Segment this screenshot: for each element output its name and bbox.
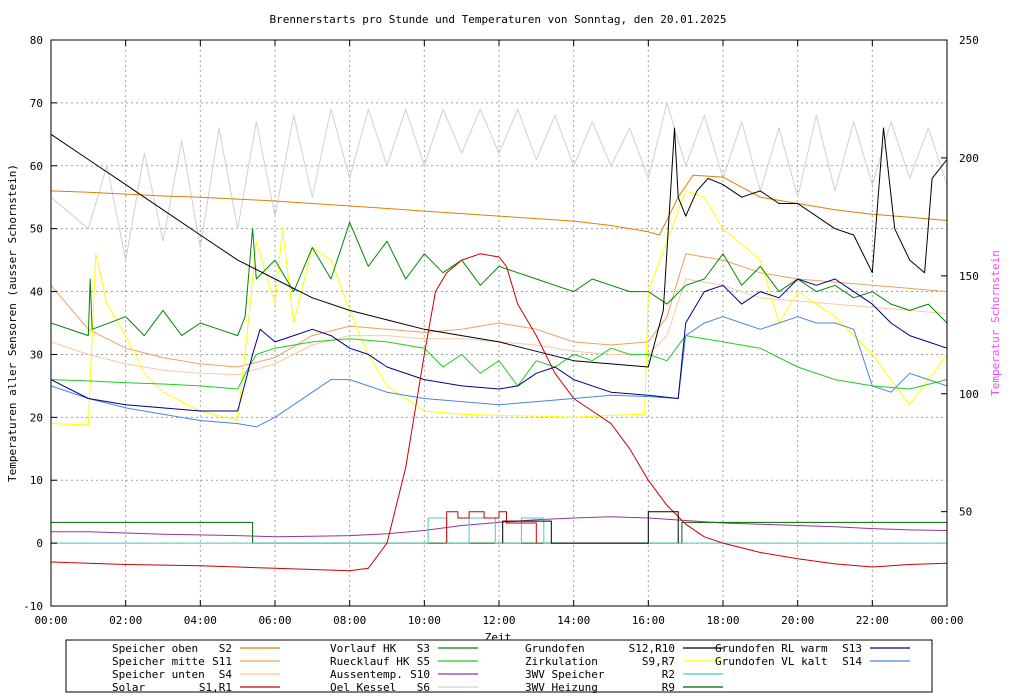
legend-label: Grundofen: [525, 642, 585, 655]
series-layer: [50, 102, 948, 572]
chart-title: Brennerstarts pro Stunde und Temperature…: [270, 13, 727, 26]
legend-label: Speicher mitte: [112, 655, 205, 668]
axes: 00:00 02:00 04:00 06:00 08:00 10:00 12:00 14:00…: [23, 34, 979, 627]
y2-tick-label: 250: [959, 34, 979, 47]
legend: Speicher oben S2 Speicher mitte S11 Speicher…: [65, 639, 933, 694]
legend-label: 3WV Speicher: [525, 668, 605, 681]
legend-sensor: S1,R1: [199, 681, 232, 694]
legend-sensor: S10: [410, 668, 430, 681]
legend-sensor: S13: [842, 642, 862, 655]
legend-label: Oel Kessel: [330, 681, 396, 694]
legend-sensor: S9,R7: [642, 655, 675, 668]
y-tick-label: 10: [30, 474, 43, 487]
legend-label: Aussentemp.: [330, 668, 403, 681]
y-tick-label: 40: [30, 286, 43, 299]
y2-tick-label: 150: [959, 270, 979, 283]
x-tick-label: 08:00: [333, 614, 366, 627]
series-line-zirkulation: [50, 190, 948, 426]
legend-label: Speicher unten: [112, 668, 205, 681]
x-tick-label: 00:00: [930, 614, 963, 627]
legend-label: Ruecklauf HK: [330, 655, 410, 668]
legend-sensor: S5: [417, 655, 430, 668]
x-tick-label: 18:00: [706, 614, 739, 627]
series-line-speicher-mitte: [50, 253, 948, 368]
y2-axis-label: Temperatur Schornstein: [989, 250, 1002, 396]
legend-sensor: S14: [842, 655, 862, 668]
series-line-grundofen-rl-warm: [50, 278, 948, 412]
legend-sensor: S3: [417, 642, 430, 655]
step-line-solar-pump: [446, 511, 537, 544]
y2-tick-label: 50: [959, 506, 972, 519]
legend-label: Zirkulation: [525, 655, 598, 668]
legend-sensor: R9: [662, 681, 675, 694]
y-tick-label: 20: [30, 411, 43, 424]
legend-sensor: S11: [212, 655, 232, 668]
x-tick-label: 12:00: [482, 614, 515, 627]
x-tick-label: 10:00: [408, 614, 441, 627]
y-tick-label: 0: [36, 537, 43, 550]
x-tick-label: 14:00: [557, 614, 590, 627]
legend-sensor: S2: [219, 642, 232, 655]
series-line-solar: [50, 253, 948, 572]
x-tick-label: 20:00: [781, 614, 814, 627]
series-line-ruecklauf-hk: [50, 335, 948, 390]
y-tick-label: 60: [30, 160, 43, 173]
legend-sensor: S4: [219, 668, 233, 681]
series-line-oel-kessel: [50, 102, 948, 261]
legend-label: Solar: [112, 681, 145, 694]
legend-sensor: S12,R10: [629, 642, 675, 655]
series-line-vorlauf-hk: [50, 221, 948, 337]
legend-label: Grundofen RL warm: [715, 642, 828, 655]
series-line-3wv-speicher: [51, 517, 947, 544]
legend-label: Grundofen VL kalt: [715, 655, 828, 668]
x-tick-label: 16:00: [632, 614, 665, 627]
x-tick-label: 22:00: [856, 614, 889, 627]
series-line-aussentemp: [51, 516, 948, 538]
legend-sensor: S6: [417, 681, 430, 694]
y2-tick-label: 100: [959, 388, 979, 401]
series-line-grundofen: [50, 127, 948, 368]
series-line-speicher-oben: [50, 174, 948, 236]
x-tick-label: 06:00: [258, 614, 291, 627]
x-tick-label: 00:00: [34, 614, 67, 627]
x-tick-label: 02:00: [109, 614, 142, 627]
y-tick-label: 80: [30, 34, 43, 47]
legend-label: Vorlauf HK: [330, 642, 397, 655]
y-tick-label: 70: [30, 97, 43, 110]
y-axis-label: Temperaturen aller Sensoren (ausser Scho…: [6, 164, 19, 482]
step-line-grundofen-block: [502, 511, 679, 544]
y-tick-label: 50: [30, 223, 43, 236]
legend-label: Speicher oben: [112, 642, 198, 655]
y-tick-label: -10: [23, 600, 43, 613]
y-tick-label: 30: [30, 348, 43, 361]
series-line-speicher-unten: [50, 278, 948, 376]
legend-label: 3WV Heizung: [525, 681, 598, 694]
y2-tick-label: 200: [959, 152, 979, 165]
legend-sensor: R2: [662, 668, 675, 681]
x-tick-label: 04:00: [184, 614, 217, 627]
legend-box: [65, 639, 933, 693]
